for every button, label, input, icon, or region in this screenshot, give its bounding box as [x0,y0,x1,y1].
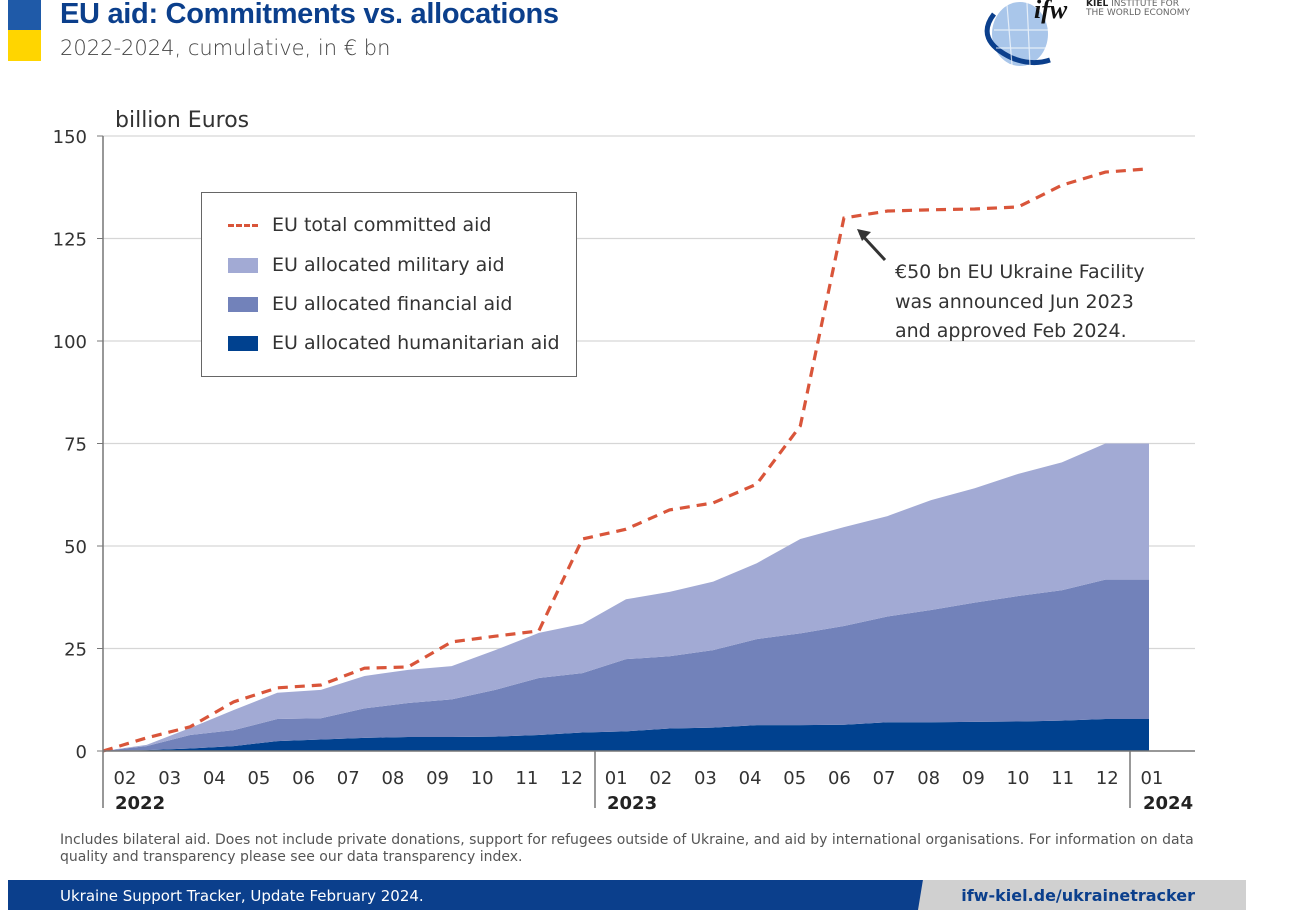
globe-icon [992,2,1048,66]
area-eu-allocated-humanitarian-aid [103,719,1149,751]
x-tick-label: 01 [1140,768,1163,789]
footnote: Includes bilateral aid. Does not include… [60,832,1194,865]
legend-swatch-icon [228,335,258,351]
y-tick-labels: 0 25 50 75 100 125 150 [53,127,87,763]
legend-label: EU allocated humanitarian aid [272,332,560,354]
x-tick-label: 10 [1007,768,1030,789]
footer-link-bar [918,880,1246,910]
legend-swatch-icon [228,296,258,312]
chart-title: EU aid: Commitments vs. allocations [60,0,559,30]
logo-line1: INSTITUTE FOR [1111,0,1179,9]
legend: EU total committed aid EU allocated mili… [201,192,577,377]
x-tick-label: 06 [828,768,851,789]
chart-subtitle: 2022-2024, cumulative, in € bn [60,36,391,60]
legend-label: EU total committed aid [272,214,492,236]
x-tick-label: 11 [1051,768,1074,789]
y-tick-label: 0 [76,742,87,763]
x-tick-label: 03 [158,768,181,789]
x-tick-label: 04 [203,768,226,789]
logo-kiel: KIEL [1086,0,1109,9]
x-tick-label: 09 [426,768,449,789]
year-label: 2024 [1143,793,1193,814]
x-tick-label: 07 [873,768,896,789]
x-tick-label: 01 [605,768,628,789]
footer-bar [8,880,928,910]
y-axis-label: billion Euros [115,108,249,133]
annotation-line: €50 bn EU Ukraine Facility [895,261,1145,283]
x-tick-label: 11 [515,768,538,789]
legend-item-humanitarian: EU allocated humanitarian aid [228,332,560,354]
x-tick-label: 08 [917,768,940,789]
area-eu-allocated-military-aid [103,443,1149,751]
annotation: €50 bn EU Ukraine Facility was announced… [895,258,1145,347]
annotation-line: and approved Feb 2024. [895,320,1127,342]
logo-ifw-letters: ifw [1034,0,1068,24]
legend-label: EU allocated financial aid [272,293,513,315]
x-tick-label: 07 [337,768,360,789]
footer-link[interactable]: ifw-kiel.de/ukrainetracker [961,886,1195,905]
year-label: 2022 [115,793,165,814]
legend-item-financial: EU allocated financial aid [228,293,512,315]
x-tick-label: 08 [381,768,404,789]
legend-item-committed: EU total committed aid [228,214,491,236]
y-tick-label: 75 [64,435,87,456]
legend-swatch-icon [228,257,258,273]
legend-item-military: EU allocated military aid [228,254,505,276]
y-tick-label: 150 [53,127,87,148]
x-tick-label: 02 [649,768,672,789]
x-tick-label: 05 [783,768,806,789]
x-tick-label: 09 [962,768,985,789]
y-tick-label: 125 [53,230,87,251]
axes [102,136,1195,808]
x-tick-label: 12 [560,768,583,789]
annotation-arrowhead [857,229,871,241]
x-tick-label: 10 [471,768,494,789]
logo-text: KIEL INSTITUTE FOR THE WORLD ECONOMY [1086,0,1190,18]
footer-source: Ukraine Support Tracker, Update February… [60,887,424,905]
x-tick-label: 02 [114,768,137,789]
x-tick-label: 06 [292,768,315,789]
flag-yellow-stripe [8,30,41,61]
x-tick-labels: 02 03 04 05 06 07 08 09 10 11 12 01 02 03 04 05 06 07 08 09… [114,768,1194,814]
y-tick-label: 50 [64,537,87,558]
x-tick-label: 05 [247,768,270,789]
y-tick-label: 25 [64,640,87,661]
stacked-areas [103,443,1149,751]
legend-label: EU allocated military aid [272,254,505,276]
x-tick-label: 03 [694,768,717,789]
year-label: 2023 [607,793,657,814]
logo-line2: THE WORLD ECONOMY [1086,8,1190,18]
y-tick-label: 100 [53,332,87,353]
committed-line [102,167,1150,753]
area-eu-allocated-financial-aid [103,579,1149,751]
x-tick-label: 12 [1096,768,1119,789]
flag-blue-stripe [8,0,41,30]
ifw-logo: ifw [984,0,1068,67]
x-tick-label: 04 [739,768,762,789]
line-total-committed-aid [102,167,1150,753]
annotation-line: was announced Jun 2023 [895,290,1134,313]
legend-dash-icon [228,223,258,227]
